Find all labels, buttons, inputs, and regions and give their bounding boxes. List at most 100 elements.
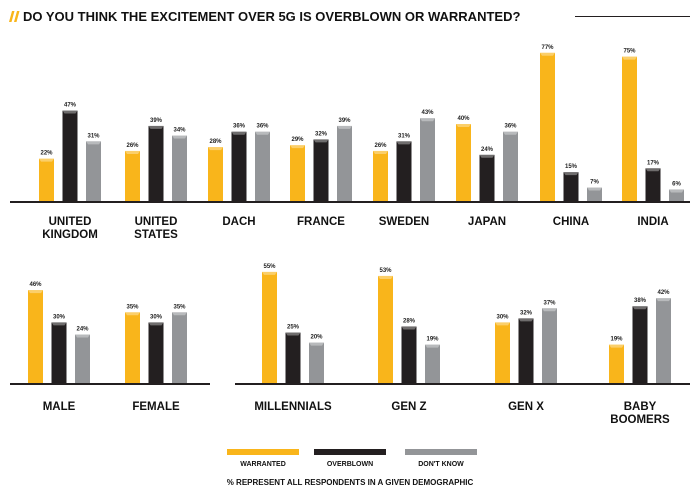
- bar-warranted: [378, 275, 393, 383]
- bar-cap: [456, 124, 471, 127]
- bar-group: 75% 17% 6% INDIA: [622, 49, 684, 228]
- legend-label: OVERBLOWN: [327, 461, 373, 468]
- bar-group: 53% 28% 19% GEN Z: [378, 268, 440, 413]
- legend-swatch: [227, 449, 299, 455]
- bar-overblown: [148, 125, 164, 201]
- bar-cap: [62, 110, 78, 114]
- bar-cap: [51, 322, 67, 326]
- bar-overblown: [396, 141, 412, 201]
- bar-cap: [309, 342, 324, 346]
- bar-group: 40% 24% 36% JAPAN: [456, 116, 518, 228]
- bar-don-t-know: [425, 344, 440, 383]
- bar-cap: [231, 131, 247, 135]
- data-label: 6%: [672, 181, 681, 187]
- bar-don-t-know: [255, 131, 270, 201]
- bar-cap: [563, 172, 579, 176]
- legend-label: DON'T KNOW: [418, 461, 464, 468]
- bar-cap: [290, 145, 305, 149]
- bar-cap: [285, 332, 301, 336]
- bar-cap: [495, 322, 510, 326]
- countries-panel: 22% 47% 31% UNITED KINGDOM 26% 39% 34% UNITED STA…: [10, 45, 690, 241]
- bar-overblown: [518, 318, 534, 383]
- bar-cap: [39, 158, 54, 162]
- bar-overblown: [51, 322, 67, 383]
- data-label: 32%: [315, 131, 328, 137]
- bar-don-t-know: [172, 312, 187, 383]
- bar-cap: [540, 52, 555, 56]
- data-label: 40%: [457, 116, 470, 122]
- data-label: 36%: [256, 124, 269, 130]
- bar-cap: [656, 298, 671, 302]
- category-label: SWEDEN: [379, 216, 429, 228]
- bar-overblown: [645, 168, 661, 201]
- bar-don-t-know: [337, 125, 352, 201]
- data-label: 34%: [173, 128, 186, 134]
- bar-cap: [125, 150, 140, 154]
- bar-group: 29% 32% 39% FRANCE: [290, 118, 352, 228]
- bar-cap: [313, 139, 329, 143]
- bar-warranted: [456, 124, 471, 201]
- data-label: 32%: [520, 310, 533, 316]
- category-label: UNITED KINGDOM: [42, 216, 98, 241]
- data-label: 20%: [310, 335, 323, 341]
- bar-overblown: [285, 332, 301, 383]
- bar-overblown: [313, 139, 329, 201]
- bar-group: 26% 39% 34% UNITED STATES: [125, 118, 187, 241]
- title-block: DO YOU THINK THE EXCITEMENT OVER 5G IS O…: [9, 9, 690, 24]
- bar-warranted: [622, 56, 637, 201]
- data-label: 42%: [657, 290, 670, 296]
- bar-overblown: [231, 131, 247, 201]
- bar-group: 26% 31% 43% SWEDEN: [373, 110, 435, 228]
- data-label: 24%: [76, 327, 89, 333]
- bar-cap: [148, 322, 164, 326]
- bar-warranted: [540, 52, 555, 202]
- bar-cap: [518, 318, 534, 322]
- bar-warranted: [39, 158, 54, 201]
- bar-warranted: [125, 150, 140, 201]
- data-label: 46%: [29, 282, 42, 288]
- bar-cap: [503, 131, 518, 135]
- bar-group: 55% 25% 20% MILLENNIALS: [254, 264, 332, 413]
- bar-warranted: [609, 344, 624, 383]
- category-label: MALE: [43, 401, 76, 413]
- bar-overblown: [632, 306, 648, 383]
- bar-overblown: [563, 172, 579, 201]
- data-label: 7%: [590, 180, 599, 186]
- data-label: 19%: [610, 337, 623, 343]
- bar-warranted: [373, 150, 388, 201]
- bar-warranted: [495, 322, 510, 383]
- bar-cap: [75, 334, 90, 338]
- bar-group: 30% 32% 37% GEN X: [495, 300, 557, 413]
- bar-group: 28% 36% 36% DACH: [208, 124, 270, 228]
- bar-don-t-know: [503, 131, 518, 201]
- bar-don-t-know: [587, 187, 602, 201]
- bar-warranted: [262, 271, 277, 383]
- data-label: 26%: [374, 143, 387, 149]
- data-label: 35%: [173, 304, 186, 310]
- bar-cap: [373, 150, 388, 154]
- bar-cap: [587, 187, 602, 191]
- data-label: 35%: [126, 304, 139, 310]
- bar-don-t-know: [86, 141, 101, 201]
- bar-group: 77% 15% 7% CHINA: [540, 45, 602, 228]
- category-label: BABY BOOMERS: [610, 401, 670, 426]
- bar-cap: [125, 312, 140, 316]
- data-label: 17%: [647, 160, 660, 166]
- data-label: 38%: [634, 298, 647, 304]
- legend-item: WARRANTED: [227, 449, 299, 468]
- title-accent-icon: [14, 11, 20, 22]
- data-label: 30%: [150, 314, 163, 320]
- bar-group: 46% 30% 24% MALE: [28, 282, 90, 413]
- data-label: 36%: [233, 124, 246, 130]
- legend: WARRANTED OVERBLOWN DON'T KNOW: [227, 449, 477, 468]
- data-label: 77%: [541, 45, 554, 51]
- bar-overblown: [479, 154, 495, 201]
- bar-warranted: [208, 147, 223, 201]
- category-label: DACH: [222, 216, 255, 228]
- category-label: GEN X: [508, 401, 544, 413]
- data-label: 19%: [426, 337, 439, 343]
- legend-item: DON'T KNOW: [405, 449, 477, 468]
- bar-cap: [172, 135, 187, 139]
- bar-don-t-know: [172, 135, 187, 201]
